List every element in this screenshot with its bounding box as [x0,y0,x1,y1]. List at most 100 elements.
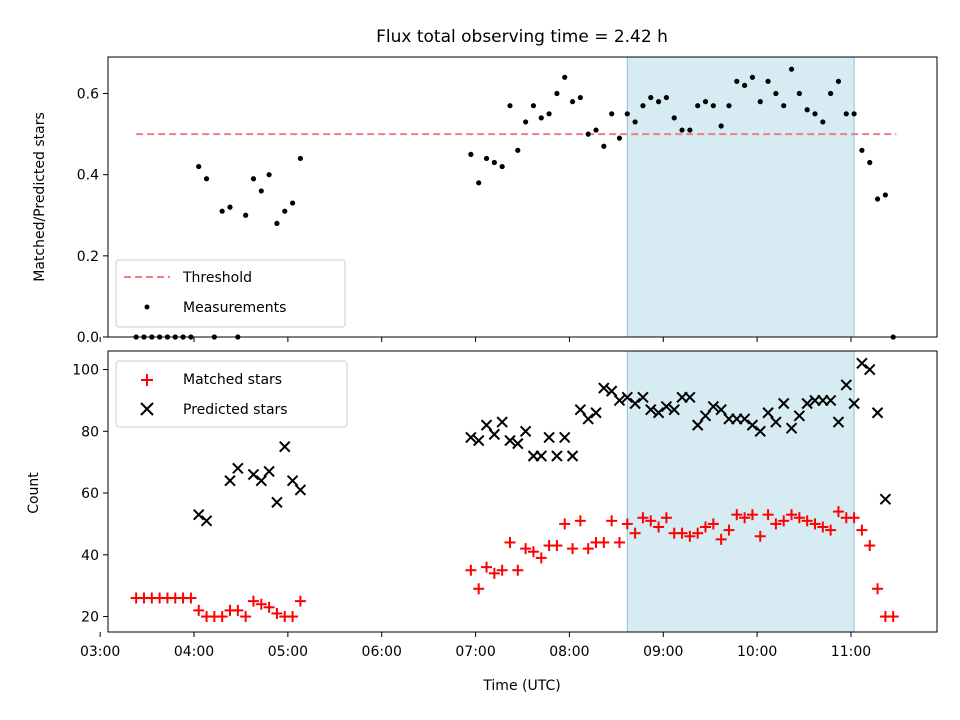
matched-star-point [496,564,508,576]
measurement-point [593,127,599,133]
matched-star-point [193,604,205,616]
predicted-star-point [832,416,845,428]
matched-star-point [629,527,641,539]
predicted-star-point [746,419,759,431]
predicted-star-point [224,474,236,487]
bottom-y-tick-label: 100 [72,363,99,379]
matched-star-point [832,506,844,518]
top-legend: Threshold Measurements [115,259,346,328]
measurement-point [507,103,513,109]
predicted-star-point [279,441,291,453]
predicted-star-point [793,410,806,422]
matched-star-point [809,518,821,530]
predicted-star-point [856,357,868,370]
bottom-axes-frame [107,350,938,633]
predicted-star-point [637,391,649,404]
matched-star-point [520,543,532,555]
measurement-point [867,159,873,166]
predicted-star-point [512,437,524,450]
predicted-star-point [762,407,774,419]
predicted-star-point [480,419,493,431]
matched-stars-legend-label: Matched stars [183,372,282,388]
predicted-star-point [247,468,260,481]
matched-star-point [762,509,774,521]
measurement-point [781,103,787,109]
bottom-y-tick-label: 60 [81,486,99,502]
measurement-point [243,212,249,218]
x-tick-label: 06:00 [362,644,402,660]
matched-star-point [848,512,860,524]
matched-star-point [287,611,299,623]
measurement-point [835,78,842,84]
matched-star-point [504,536,516,548]
measurement-point [483,155,490,162]
predicted-star-point [699,410,712,422]
predicted-star-point [566,450,579,462]
predicted-star-point [294,484,307,496]
predicted-star-point [574,403,587,416]
predicted-star-point [668,403,680,416]
predicted-star-point [715,403,727,416]
matched-star-point [473,583,485,595]
predicted-star-point [559,431,571,444]
matched-star-point [263,601,275,613]
measurement-point [859,147,865,153]
top-y-tick-label: 0.4 [77,168,99,184]
predicted-star-point [613,394,626,407]
measurement-point [468,151,474,157]
measurement-point [632,119,638,125]
matched-star-point [746,509,758,521]
measurement-point [491,159,497,166]
matched-star-point [715,533,727,545]
matched-star-point [660,512,672,524]
x-tick-label: 11:00 [831,644,871,660]
matched-star-point [645,515,657,527]
predicted-star-point [232,462,244,475]
predicted-star-point [707,400,720,413]
matched-star-point [512,564,524,576]
predicted-star-point [738,413,751,425]
matched-star-point [684,530,696,542]
predicted-star-point [582,413,594,425]
measurement-point [219,208,225,214]
matched-star-point [559,518,571,530]
predicted-star-point [255,474,267,487]
measurement-point [515,147,521,153]
measurements-points [133,66,896,340]
predicted-star-point [629,397,641,410]
predicted-star-point [684,391,696,404]
matched-star-point [255,598,267,610]
measurement-point [663,94,670,101]
predicted-star-point [645,403,657,416]
matched-star-point [598,536,610,548]
measurement-point [757,99,763,105]
top-legend-box [115,259,346,328]
matched-star-point [481,561,493,573]
matched-star-point [676,527,688,539]
matched-star-point [778,515,790,527]
x-tick-label: 09:00 [643,644,683,660]
bottom-panel: 20 40 60 80 100 03:00 04:00 05:00 06:00 07:00 08:… [26,350,938,694]
predicted-stars-legend-swatch [140,402,154,416]
measurement-point [624,111,630,117]
matched-star-point [247,595,259,607]
x-tick-label: 10:00 [737,644,777,660]
top-x-ticks [99,337,852,342]
measurement-point [812,111,818,117]
top-y-ticks: 0.0 0.2 0.4 0.6 [77,87,108,346]
measurement-point [476,180,482,186]
x-tick-label: 08:00 [549,644,589,660]
measurement-point [274,220,280,226]
measurement-point [710,103,716,109]
measurement-point [702,99,709,105]
predicted-star-point [263,465,275,478]
predicted-star-point [519,425,532,437]
measurement-point [820,119,826,125]
bottom-y-tick-label: 40 [81,548,99,564]
measurement-point [523,119,529,125]
top-y-tick-label: 0.6 [77,87,99,103]
predicted-star-point [535,450,547,462]
measurement-point [726,103,732,109]
matched-star-point [185,592,197,604]
